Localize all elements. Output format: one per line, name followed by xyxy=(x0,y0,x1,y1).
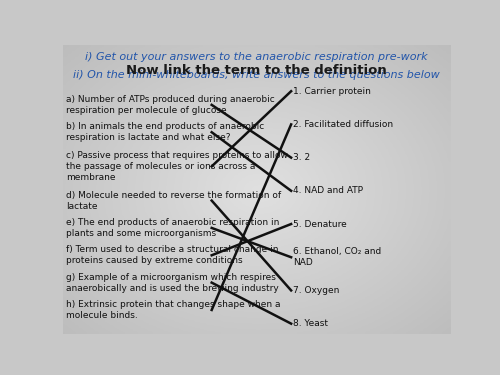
Text: 7. Oxygen: 7. Oxygen xyxy=(293,286,340,295)
Text: c) Passive process that requires proteins to allow
the passage of molecules or i: c) Passive process that requires protein… xyxy=(66,151,288,182)
Text: h) Extrinsic protein that changes shape when a
molecule binds.: h) Extrinsic protein that changes shape … xyxy=(66,300,281,320)
Text: i) Get out your answers to the anaerobic respiration pre-work: i) Get out your answers to the anaerobic… xyxy=(85,52,427,62)
Text: d) Molecule needed to reverse the formation of
lactate: d) Molecule needed to reverse the format… xyxy=(66,190,282,211)
Text: 3. 2: 3. 2 xyxy=(293,153,310,162)
Text: f) Term used to describe a structural change in
proteins caused by extreme condi: f) Term used to describe a structural ch… xyxy=(66,245,279,266)
Text: Now link the term to the definition: Now link the term to the definition xyxy=(126,64,386,77)
Text: a) Number of ATPs produced during anaerobic
respiration per molecule of glucose: a) Number of ATPs produced during anaero… xyxy=(66,95,275,115)
Text: g) Example of a microorganism which respires
anaerobically and is used the brewi: g) Example of a microorganism which resp… xyxy=(66,273,279,292)
Text: b) In animals the end products of anaerobic
respiration is lactate and what else: b) In animals the end products of anaero… xyxy=(66,122,264,142)
Text: e) The end products of anaerobic respiration in
plants and some microorganisms: e) The end products of anaerobic respira… xyxy=(66,218,280,238)
Text: 2. Facilitated diffusion: 2. Facilitated diffusion xyxy=(293,120,393,129)
Text: 5. Denature: 5. Denature xyxy=(293,219,347,228)
Text: ii) On the mini-whiteboards, write answers to the questions below: ii) On the mini-whiteboards, write answe… xyxy=(73,69,440,80)
Text: 1. Carrier protein: 1. Carrier protein xyxy=(293,87,371,96)
Text: 8. Yeast: 8. Yeast xyxy=(293,319,328,328)
Text: 4. NAD and ATP: 4. NAD and ATP xyxy=(293,186,363,195)
Text: 6. Ethanol, CO₂ and
NAD: 6. Ethanol, CO₂ and NAD xyxy=(293,247,382,267)
